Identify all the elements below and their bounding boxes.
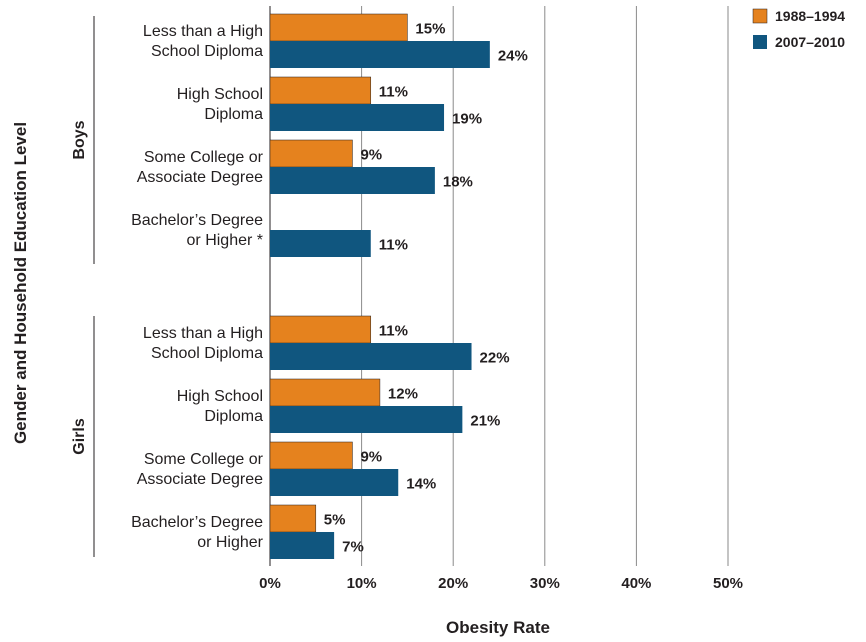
bar-girls-1-series-0	[270, 379, 380, 406]
category-label-boys-3-line-0: Bachelor’s Degree	[131, 212, 263, 229]
category-label-boys-1-line-1: Diploma	[204, 106, 263, 123]
x-tick-label-40: 40%	[621, 575, 651, 592]
legend-label-1988-1994: 1988–1994	[775, 8, 845, 24]
category-label-girls-1-line-1: Diploma	[204, 408, 263, 425]
bar-boys-1-series-0	[270, 77, 371, 104]
bar-boys-2-series-0	[270, 140, 352, 167]
x-tick-label-30: 30%	[530, 575, 560, 592]
category-label-boys-0-line-0: Less than a High	[143, 23, 263, 40]
category-label-boys-1-line-0: High School	[177, 86, 263, 103]
bar-girls-3-series-0	[270, 505, 316, 532]
legend-swatch-2007-2010	[753, 35, 767, 49]
value-label-boys-1-series-0: 11%	[379, 84, 408, 101]
bar-girls-3-series-1	[270, 532, 334, 559]
legend-swatch-1988-1994	[753, 9, 767, 23]
bar-girls-1-series-1	[270, 406, 462, 433]
x-tick-label-50: 50%	[713, 575, 743, 592]
value-label-boys-3-series-1: 11%	[379, 237, 408, 254]
value-label-girls-1-series-0: 12%	[388, 386, 418, 403]
group-label-boys: Boys	[71, 120, 88, 159]
category-label-girls-3-line-0: Bachelor’s Degree	[131, 514, 263, 531]
bar-boys-0-series-0	[270, 14, 407, 41]
category-label-girls-0-line-0: Less than a High	[143, 325, 263, 342]
category-label-boys-2-line-1: Associate Degree	[137, 169, 263, 186]
bar-boys-0-series-1	[270, 41, 490, 68]
value-label-girls-1-series-1: 21%	[470, 413, 500, 430]
bar-girls-0-series-0	[270, 316, 371, 343]
bar-girls-2-series-0	[270, 442, 352, 469]
value-label-boys-1-series-1: 19%	[452, 111, 482, 128]
category-label-girls-3-line-1: or Higher	[197, 534, 263, 551]
y-axis-title: Gender and Household Education Level	[11, 122, 30, 444]
bar-girls-2-series-1	[270, 469, 398, 496]
bar-boys-1-series-1	[270, 104, 444, 131]
category-label-boys-3-line-1: or Higher *	[187, 232, 263, 249]
x-tick-label-10: 10%	[347, 575, 377, 592]
x-tick-label-20: 20%	[438, 575, 468, 592]
value-label-girls-3-series-1: 7%	[342, 539, 364, 556]
value-label-girls-0-series-0: 11%	[379, 323, 408, 340]
bar-boys-2-series-1	[270, 167, 435, 194]
category-label-girls-2-line-1: Associate Degree	[137, 471, 263, 488]
value-label-girls-2-series-0: 9%	[360, 449, 382, 466]
value-label-girls-2-series-1: 14%	[406, 476, 436, 493]
group-label-girls: Girls	[71, 418, 88, 455]
x-axis-title: Obesity Rate	[446, 618, 550, 637]
value-label-boys-2-series-0: 9%	[360, 147, 382, 164]
category-label-girls-0-line-1: School Diploma	[151, 345, 263, 362]
category-label-girls-1-line-0: High School	[177, 388, 263, 405]
value-label-boys-0-series-0: 15%	[415, 21, 445, 38]
category-label-boys-0-line-1: School Diploma	[151, 43, 263, 60]
legend: 1988–1994 2007–2010	[753, 8, 845, 50]
bar-boys-3-series-1	[270, 230, 371, 257]
value-label-boys-2-series-1: 18%	[443, 174, 473, 191]
legend-label-2007-2010: 2007–2010	[775, 34, 845, 50]
value-label-girls-0-series-1: 22%	[480, 350, 510, 367]
x-tick-label-0: 0%	[259, 575, 281, 592]
bar-girls-0-series-1	[270, 343, 472, 370]
value-label-girls-3-series-0: 5%	[324, 512, 346, 529]
category-label-girls-2-line-0: Some College or	[144, 451, 264, 468]
value-label-boys-0-series-1: 24%	[498, 48, 528, 65]
category-label-boys-2-line-0: Some College or	[144, 149, 264, 166]
